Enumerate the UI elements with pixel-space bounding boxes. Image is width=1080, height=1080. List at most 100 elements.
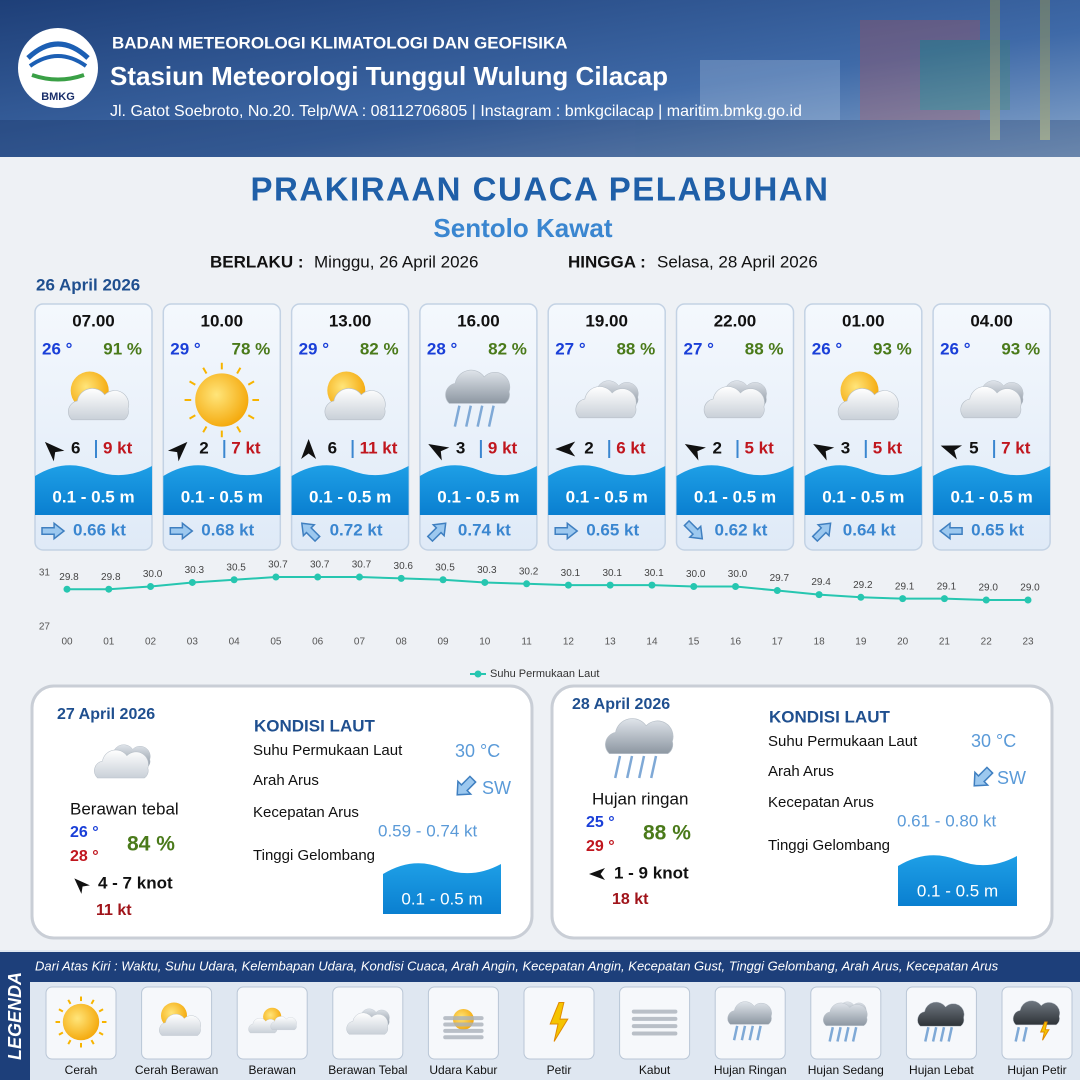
x-tick-label: 21: [939, 637, 951, 648]
data-label: 30.3: [185, 565, 205, 576]
cloud-icon: [960, 386, 1022, 419]
rain-drop: [637, 755, 646, 779]
data-point: [63, 585, 71, 593]
gust: 6 kt: [616, 438, 646, 457]
x-tick-label: 09: [437, 637, 449, 648]
wave-height: 0.1 - 0.5 m: [822, 487, 904, 506]
temperature: 29 °: [299, 339, 330, 358]
data-label: 29.1: [937, 581, 957, 592]
data-point: [982, 596, 990, 604]
cloud-icon: [1012, 1000, 1060, 1026]
sun-ray: [58, 1008, 64, 1013]
legend-item: Hujan Ringan: [714, 1063, 787, 1077]
sea-label: Kecepatan Arus: [768, 794, 874, 811]
x-tick-label: 04: [229, 637, 241, 648]
wind: 4 - 7 knot: [98, 873, 173, 892]
x-tick-label: 22: [981, 637, 993, 648]
wave-height: 0.1 - 0.5 m: [950, 487, 1032, 506]
rain-drop: [828, 1026, 835, 1042]
current-speed: 0.72 kt: [330, 520, 383, 539]
wave-area: [383, 863, 501, 914]
sun-icon: [62, 1003, 100, 1041]
data-label: 30.0: [143, 569, 163, 580]
wave-area: [804, 465, 922, 515]
rain-drop: [939, 1026, 946, 1042]
gust: 9 kt: [103, 438, 133, 457]
legend-item: Udara Kabur: [429, 1063, 497, 1077]
sea-title: KONDISI LAUT: [769, 707, 891, 726]
header-decoration: [0, 0, 1080, 157]
current-speed: 0.74 kt: [458, 520, 511, 539]
data-label: 29.8: [101, 572, 121, 583]
temperature: 26 °: [42, 339, 73, 358]
wind-arrow: [74, 878, 90, 894]
data-label: 30.7: [268, 560, 288, 571]
time: 16.00: [457, 311, 500, 330]
wave-height: 0.1 - 0.5 m: [181, 487, 263, 506]
legend-item: Berawan: [249, 1063, 296, 1077]
sun-ray: [67, 999, 72, 1005]
current-direction: SW: [482, 778, 511, 798]
legend-icon-box: [619, 986, 691, 1060]
logo-text: BMKG: [41, 91, 75, 103]
contact: Jl. Gatot Soebroto, No.20. Telp/WA : 081…: [110, 103, 802, 120]
rain-drop: [613, 755, 622, 779]
sea-label: Arah Arus: [253, 772, 319, 789]
temp-max: 29 °: [586, 838, 615, 855]
sun-ray: [98, 1008, 104, 1013]
x-tick-label: 18: [814, 637, 826, 648]
wave-area: [898, 855, 1017, 906]
condition: Hujan ringan: [592, 789, 688, 808]
today-date: 26 April 2026: [36, 275, 140, 294]
x-tick-label: 15: [688, 637, 700, 648]
data-point: [940, 595, 948, 603]
time: 10.00: [201, 311, 244, 330]
wind-arrow: [940, 445, 963, 460]
gust: 7 kt: [1001, 438, 1031, 457]
humidity: 88 %: [643, 822, 691, 845]
rain-drop: [844, 1026, 850, 1042]
current-speed: 0.66 kt: [73, 520, 126, 539]
data-label: 29.8: [59, 572, 79, 583]
data-label: 30.5: [435, 562, 455, 573]
legend-item: Hujan Lebat: [909, 1063, 974, 1077]
temperature: 26 °: [940, 339, 971, 358]
humidity: 88 %: [745, 339, 784, 358]
x-tick-label: 13: [605, 637, 617, 648]
rain-drop: [487, 405, 495, 427]
sun-ray: [90, 999, 95, 1005]
sun-ray: [90, 1039, 95, 1045]
current-arrow: [683, 519, 704, 540]
rain-drop: [476, 405, 484, 427]
wave-area: [419, 465, 537, 515]
sun-ray: [202, 425, 208, 433]
wave-area: [548, 465, 666, 515]
wind-arrow: [589, 868, 605, 880]
x-tick-label: 03: [187, 637, 199, 648]
data-point: [230, 576, 238, 584]
rain-drop: [947, 1026, 954, 1042]
station: Stasiun Meteorologi Tunggul Wulung Cilac…: [110, 61, 668, 91]
current-speed: 0.62 kt: [715, 520, 768, 539]
temperature: 27 °: [555, 339, 586, 358]
legend-item: Cerah: [65, 1063, 98, 1077]
data-point: [481, 578, 489, 586]
validity-label: BERLAKU :: [210, 252, 304, 271]
humidity: 82 %: [488, 339, 527, 358]
lightning-icon: [1039, 1021, 1050, 1041]
x-tick-label: 11: [521, 637, 532, 648]
temp-max: 28 °: [70, 848, 99, 865]
wave-height: 0.1 - 0.5 m: [694, 487, 776, 506]
rain-drop: [924, 1026, 930, 1042]
data-point: [188, 578, 196, 586]
day-date: 28 April 2026: [572, 696, 670, 713]
data-point: [690, 583, 698, 590]
legend-item: Petir: [547, 1063, 572, 1077]
current-speed: 0.68 kt: [201, 520, 254, 539]
sea-label: Suhu Permukaan Laut: [253, 742, 403, 759]
data-label: 30.1: [602, 568, 622, 579]
x-tick-label: 05: [270, 637, 282, 648]
wind-arrow: [813, 444, 835, 461]
cloud-icon: [270, 1016, 297, 1030]
